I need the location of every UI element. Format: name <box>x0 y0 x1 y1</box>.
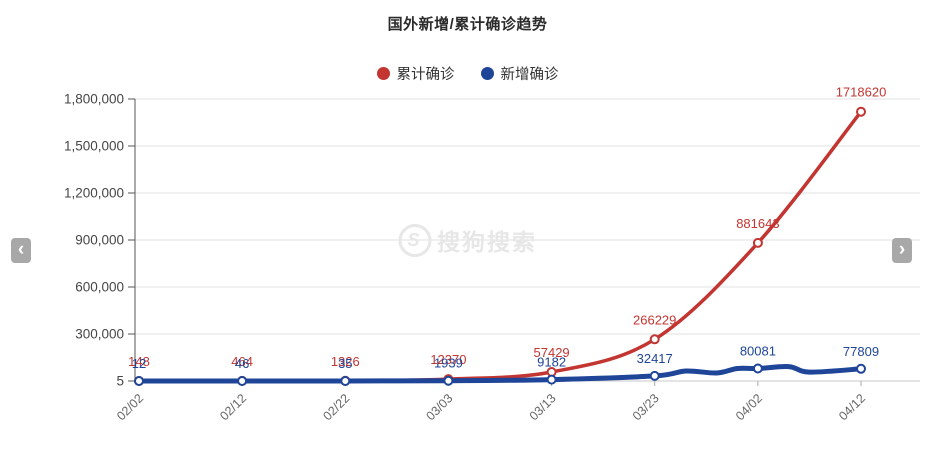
x-axis-label: 02/22 <box>320 391 352 423</box>
y-axis-label: 1,500,000 <box>64 139 124 154</box>
data-point-marker[interactable] <box>134 376 144 386</box>
y-axis-label: 600,000 <box>75 280 124 295</box>
cumulative-value-label: 57429 <box>534 345 570 360</box>
page-title: 国外新增/累计确诊趋势 <box>387 16 548 33</box>
data-point-marker[interactable] <box>649 334 660 345</box>
y-axis-label: 5 <box>116 374 124 389</box>
x-axis-label: 02/12 <box>217 391 249 423</box>
data-point-marker[interactable] <box>546 374 557 385</box>
cumulative-value-label: 148 <box>128 354 150 369</box>
legend-label-new: 新增确诊 <box>500 67 559 83</box>
new-value-label: 32417 <box>637 351 673 366</box>
new-value-label: 12 <box>132 356 146 371</box>
cumulative-value-label: 881643 <box>736 216 779 231</box>
cumulative-line <box>137 109 863 383</box>
x-axis-label: 03/23 <box>630 391 662 423</box>
new-value-label: 35 <box>338 356 352 371</box>
x-axis-label: 03/13 <box>527 391 559 423</box>
data-point-marker[interactable] <box>856 106 866 117</box>
data-point-marker[interactable] <box>237 376 248 386</box>
y-axis-label: 900,000 <box>75 233 124 248</box>
cumulative-value-label: 1326 <box>331 354 360 369</box>
next-button[interactable]: › <box>892 238 912 263</box>
cumulative-value-label: 464 <box>231 354 253 369</box>
data-point-marker[interactable] <box>649 370 660 381</box>
new-value-label: 1939 <box>434 356 463 371</box>
cumulative-value-label: 12370 <box>430 352 466 367</box>
data-point-marker[interactable] <box>752 363 763 374</box>
data-point-marker[interactable] <box>340 376 351 386</box>
data-point-marker[interactable] <box>856 363 866 374</box>
x-axis-label: 03/03 <box>424 391 456 423</box>
y-axis-label: 1,200,000 <box>64 186 124 201</box>
new-value-label: 77809 <box>843 344 879 359</box>
cumulative-value-label: 266229 <box>633 312 676 327</box>
x-axis-label: 02/02 <box>114 391 146 423</box>
legend-item-cumulative[interactable]: 累计确诊 <box>376 63 455 84</box>
new-value-label: 9182 <box>537 355 566 370</box>
x-axis-label: 04/02 <box>733 391 765 423</box>
y-axis-label: 300,000 <box>75 327 124 342</box>
cumulative-value-label: 1718620 <box>836 85 887 100</box>
new-value-label: 46 <box>235 356 249 371</box>
data-point-marker[interactable] <box>443 375 454 386</box>
x-axis-label: 04/12 <box>836 391 868 423</box>
new-cases-line <box>136 363 864 384</box>
cumulative-series-dot-icon <box>376 67 390 80</box>
legend-item-new[interactable]: 新增确诊 <box>480 63 559 84</box>
data-point-marker[interactable] <box>752 237 763 248</box>
legend: 累计确诊 新增确诊 <box>0 63 935 84</box>
new-value-label: 80081 <box>740 344 776 359</box>
prev-button[interactable]: ‹ <box>11 238 31 263</box>
y-axis-label: 1,800,000 <box>64 92 124 107</box>
new-series-dot-icon <box>480 67 494 80</box>
legend-label-cumulative: 累计确诊 <box>396 67 455 83</box>
